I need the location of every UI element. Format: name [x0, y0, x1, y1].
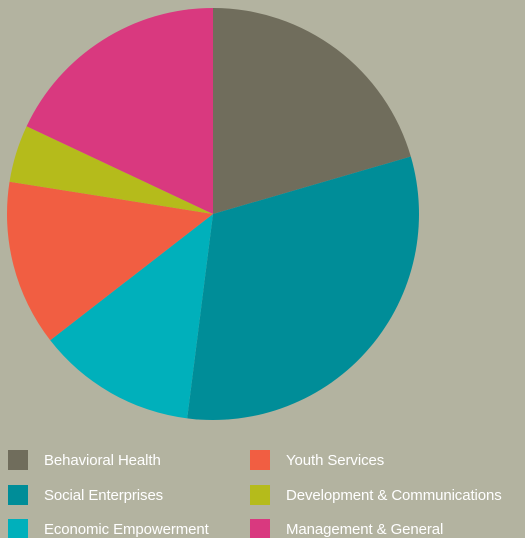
pie-slice-social-enterprises — [187, 156, 419, 420]
legend-swatch — [250, 485, 270, 505]
legend-item-development-communications: Development & Communications — [250, 484, 502, 506]
legend-label: Management & General — [286, 520, 444, 538]
legend-label: Development & Communications — [286, 486, 502, 504]
pie-slice-economic-empowerment — [50, 214, 213, 419]
pie-slice-management-general — [26, 7, 214, 214]
pie-slice-development-communications — [9, 126, 214, 214]
legend-swatch — [8, 450, 28, 470]
legend-item-social-enterprises: Social Enterprises — [8, 484, 163, 506]
legend-label: Social Enterprises — [44, 486, 164, 504]
legend-label: Economic Empowerment — [44, 520, 209, 538]
legend-swatch — [8, 519, 28, 538]
legend-label: Behavioral Health — [44, 451, 161, 469]
legend-item-management-general: Management & General — [250, 518, 443, 538]
pie-slice-youth-services — [7, 181, 214, 341]
pie-chart — [7, 7, 419, 420]
pie-slice-behavioral-health — [213, 8, 411, 214]
legend-item-economic-empowerment: Economic Empowerment — [8, 518, 209, 538]
legend-label: Youth Services — [286, 451, 385, 469]
legend-swatch — [250, 450, 270, 470]
legend-item-youth-services: Youth Services — [250, 449, 384, 471]
legend-item-behavioral-health: Behavioral Health — [8, 449, 161, 471]
legend-swatch — [8, 485, 28, 505]
legend-swatch — [250, 519, 270, 538]
